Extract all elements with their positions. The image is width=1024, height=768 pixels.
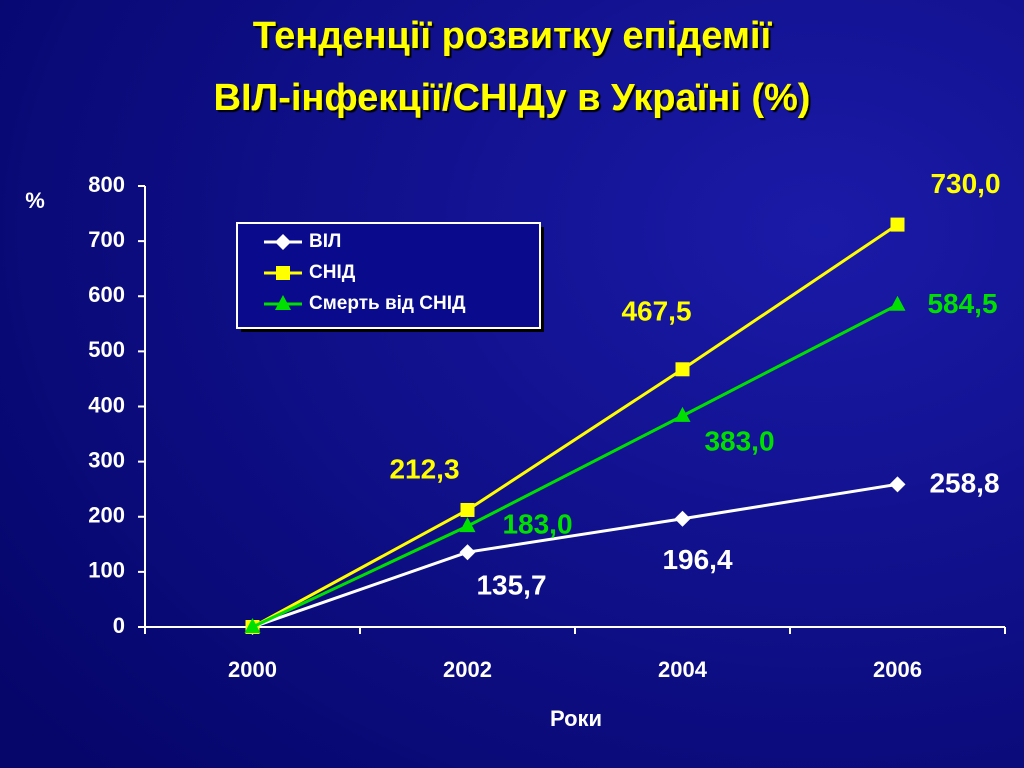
data-label: 183,0 <box>502 509 572 540</box>
data-label: 584,5 <box>927 288 997 319</box>
data-label: 212,3 <box>389 453 459 484</box>
x-tick-label: 2000 <box>228 657 277 682</box>
y-tick-label: 700 <box>88 227 125 252</box>
marker <box>889 295 906 311</box>
data-label: 258,8 <box>929 468 999 499</box>
y-tick-label: 0 <box>113 613 125 638</box>
legend-label: СНІД <box>309 262 356 283</box>
marker <box>675 362 690 377</box>
y-tick-label: 200 <box>88 503 125 528</box>
marker <box>890 217 905 232</box>
x-axis-label: Роки <box>550 706 602 731</box>
marker <box>459 544 476 561</box>
y-tick-label: 400 <box>88 392 125 417</box>
marker <box>275 234 291 250</box>
marker <box>674 510 691 527</box>
marker <box>674 406 691 422</box>
data-label: 196,4 <box>662 544 732 575</box>
marker <box>275 295 291 310</box>
y-tick-label: 600 <box>88 282 125 307</box>
data-label: 467,5 <box>621 296 691 327</box>
x-tick-label: 2006 <box>873 657 922 682</box>
series-line <box>251 303 899 629</box>
chart-title: Тенденції розвитку епідемії <box>253 15 773 57</box>
legend-label: Смерть від СНІД <box>309 293 466 314</box>
x-tick-label: 2002 <box>443 657 492 682</box>
marker <box>889 476 906 493</box>
chart-title: ВІЛ-інфекції/СНІДу в Україні (%) <box>214 77 811 119</box>
x-tick-label: 2004 <box>658 657 708 682</box>
y-tick-label: 500 <box>88 337 125 362</box>
data-label: 730,0 <box>930 168 1000 199</box>
marker <box>459 517 476 533</box>
y-tick-label: 100 <box>88 558 125 583</box>
marker <box>460 502 475 517</box>
marker <box>276 266 290 280</box>
legend-label: ВІЛ <box>309 231 341 252</box>
y-axis-label: % <box>25 188 45 213</box>
series-line <box>252 482 898 629</box>
series-line <box>251 223 899 629</box>
y-tick-label: 300 <box>88 447 125 472</box>
marker <box>244 618 261 633</box>
y-tick-label: 800 <box>88 172 125 197</box>
data-label: 135,7 <box>476 570 546 601</box>
data-label: 383,0 <box>704 425 774 456</box>
